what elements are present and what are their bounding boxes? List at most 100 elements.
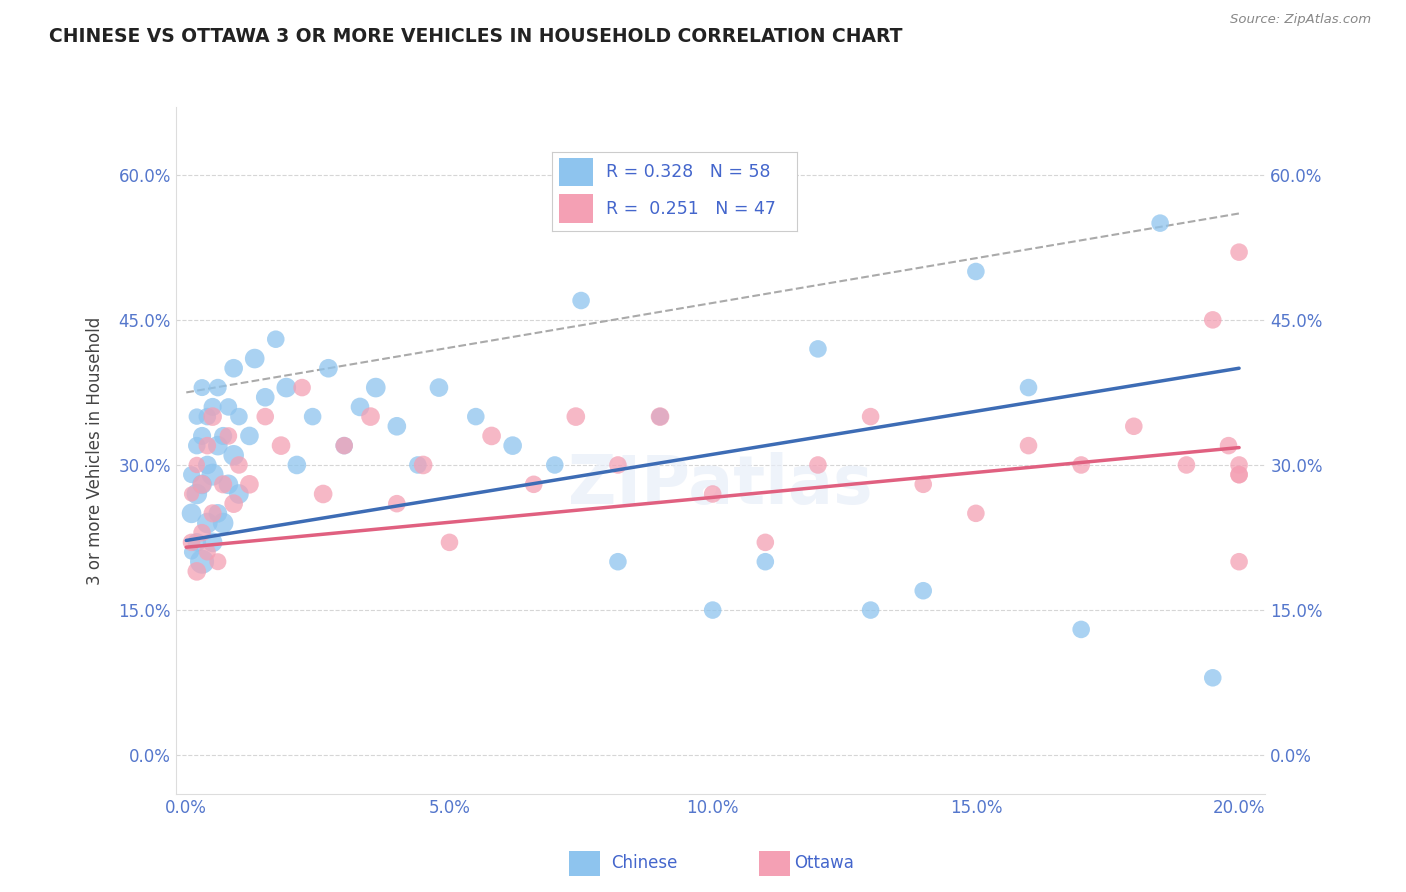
Point bbox=[207, 439, 229, 453]
Point bbox=[1218, 439, 1240, 453]
Point bbox=[191, 381, 214, 395]
Point bbox=[207, 555, 229, 569]
Point bbox=[427, 381, 450, 395]
Point bbox=[439, 535, 461, 549]
Point bbox=[186, 565, 208, 579]
Point bbox=[1149, 216, 1171, 230]
Point bbox=[1018, 381, 1040, 395]
Point bbox=[1227, 467, 1250, 482]
Point bbox=[606, 555, 628, 569]
Point bbox=[238, 429, 260, 443]
Point bbox=[180, 506, 202, 520]
Point bbox=[1202, 671, 1225, 685]
Point bbox=[191, 555, 214, 569]
Point bbox=[264, 332, 287, 346]
Point bbox=[207, 381, 229, 395]
Point bbox=[360, 409, 382, 424]
Point bbox=[186, 535, 208, 549]
Point bbox=[201, 400, 224, 414]
Point bbox=[1202, 313, 1225, 327]
Point bbox=[180, 545, 202, 559]
Point bbox=[412, 458, 434, 472]
Point bbox=[254, 409, 277, 424]
Point bbox=[754, 535, 776, 549]
Point bbox=[191, 525, 214, 540]
Point bbox=[502, 439, 524, 453]
Point bbox=[1122, 419, 1144, 434]
Point bbox=[1018, 439, 1040, 453]
Point bbox=[464, 409, 486, 424]
Point bbox=[195, 545, 218, 559]
Point bbox=[212, 429, 235, 443]
Point bbox=[291, 381, 314, 395]
Text: CHINESE VS OTTAWA 3 OR MORE VEHICLES IN HOUSEHOLD CORRELATION CHART: CHINESE VS OTTAWA 3 OR MORE VEHICLES IN … bbox=[49, 27, 903, 45]
Point bbox=[807, 342, 830, 356]
Point bbox=[180, 487, 202, 501]
Point bbox=[191, 429, 214, 443]
Point bbox=[1175, 458, 1198, 472]
Point bbox=[406, 458, 429, 472]
Point bbox=[1070, 623, 1092, 637]
Point bbox=[285, 458, 308, 472]
Point bbox=[180, 467, 202, 482]
Point bbox=[222, 497, 245, 511]
Point bbox=[186, 458, 208, 472]
Point bbox=[191, 477, 214, 491]
Point bbox=[201, 506, 224, 520]
Point bbox=[1227, 467, 1250, 482]
Point bbox=[565, 409, 588, 424]
Point bbox=[481, 429, 503, 443]
Point bbox=[228, 409, 250, 424]
Point bbox=[1227, 458, 1250, 472]
Point bbox=[201, 467, 224, 482]
Point bbox=[217, 400, 239, 414]
Text: R =  0.251   N = 47: R = 0.251 N = 47 bbox=[606, 200, 776, 218]
Point bbox=[364, 381, 387, 395]
Text: Chinese: Chinese bbox=[612, 855, 678, 872]
Point bbox=[186, 439, 208, 453]
Point bbox=[912, 477, 935, 491]
Point bbox=[238, 477, 260, 491]
Point bbox=[191, 477, 214, 491]
Point bbox=[606, 458, 628, 472]
Point bbox=[228, 487, 250, 501]
Text: R = 0.328   N = 58: R = 0.328 N = 58 bbox=[606, 163, 770, 181]
Text: Ottawa: Ottawa bbox=[794, 855, 855, 872]
Point bbox=[217, 477, 239, 491]
Point bbox=[186, 409, 208, 424]
Point bbox=[195, 439, 218, 453]
Point bbox=[312, 487, 335, 501]
Point bbox=[523, 477, 546, 491]
Bar bbox=[560, 194, 593, 223]
Point bbox=[807, 458, 830, 472]
Point bbox=[1227, 555, 1250, 569]
Point bbox=[207, 506, 229, 520]
Point bbox=[648, 409, 671, 424]
Point bbox=[333, 439, 356, 453]
Text: Source: ZipAtlas.com: Source: ZipAtlas.com bbox=[1230, 13, 1371, 27]
Point bbox=[1227, 245, 1250, 260]
Point bbox=[301, 409, 323, 424]
Point bbox=[859, 409, 882, 424]
Point bbox=[222, 361, 245, 376]
Point bbox=[754, 555, 776, 569]
Point bbox=[965, 264, 987, 278]
Point bbox=[270, 439, 292, 453]
Point bbox=[544, 458, 567, 472]
Point bbox=[195, 516, 218, 530]
Y-axis label: 3 or more Vehicles in Household: 3 or more Vehicles in Household bbox=[87, 317, 104, 584]
Point bbox=[702, 603, 724, 617]
Point bbox=[228, 458, 250, 472]
Point bbox=[349, 400, 371, 414]
Point bbox=[912, 583, 935, 598]
Point bbox=[180, 535, 202, 549]
Point bbox=[217, 429, 239, 443]
Text: ZIPatlas: ZIPatlas bbox=[568, 452, 873, 517]
Point bbox=[702, 487, 724, 501]
Point bbox=[569, 293, 592, 308]
Point bbox=[195, 458, 218, 472]
Point bbox=[276, 381, 298, 395]
Point bbox=[648, 409, 671, 424]
Point bbox=[385, 497, 408, 511]
Point bbox=[965, 506, 987, 520]
